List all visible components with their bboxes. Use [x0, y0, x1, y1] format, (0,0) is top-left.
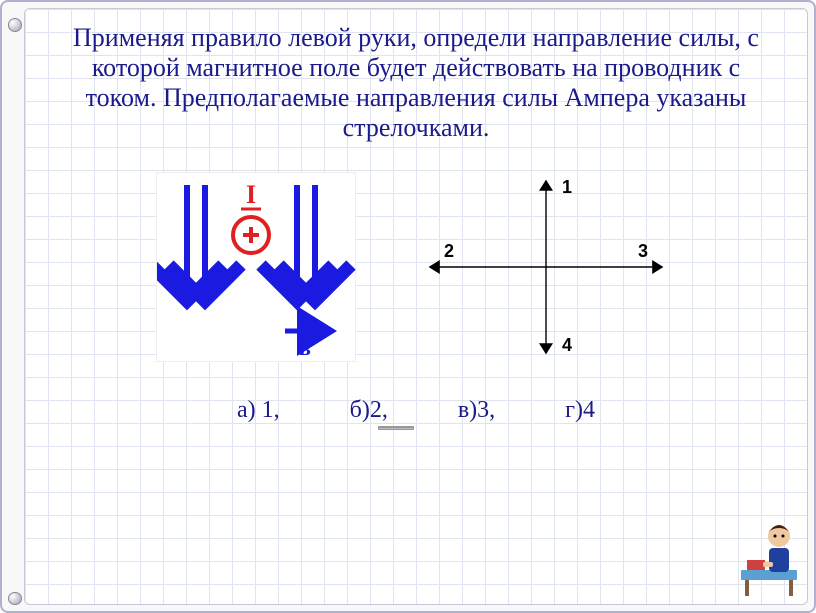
notebook-rings [8, 8, 24, 605]
ring-top [8, 18, 22, 32]
correct-underline [378, 426, 414, 430]
direction-diagram: 1 2 3 4 [416, 167, 676, 367]
answer-c-text: в)3, [458, 397, 495, 423]
answer-d[interactable]: г)4 [565, 397, 595, 424]
direction-svg [416, 167, 676, 367]
answer-b[interactable]: б)2, [350, 397, 388, 424]
label-left: 2 [444, 241, 454, 262]
answer-a-text: а) 1, [237, 397, 280, 423]
page: Применяя правило левой руки, определи на… [24, 8, 808, 605]
answer-b-text: б)2, [350, 397, 388, 423]
label-right: 3 [638, 241, 648, 262]
content-area: Применяя правило левой руки, определи на… [25, 9, 807, 604]
label-up: 1 [562, 177, 572, 198]
answer-a[interactable]: а) 1, [237, 397, 280, 424]
label-down: 4 [562, 335, 572, 356]
slide-frame: Применяя правило левой руки, определи на… [0, 0, 816, 613]
question-text: Применяя правило левой руки, определи на… [55, 23, 777, 143]
physics-diagram: I в [156, 172, 356, 362]
current-label: I [246, 180, 256, 209]
answer-row: а) 1, б)2, в)3, г)4 [55, 397, 777, 424]
field-label: в [299, 335, 311, 360]
ring-bottom [8, 592, 22, 606]
diagram-row: I в [55, 167, 777, 367]
physics-svg: I в [157, 173, 357, 363]
answer-d-text: г)4 [565, 397, 595, 423]
student-character-icon [739, 508, 799, 598]
answer-c[interactable]: в)3, [458, 397, 495, 424]
